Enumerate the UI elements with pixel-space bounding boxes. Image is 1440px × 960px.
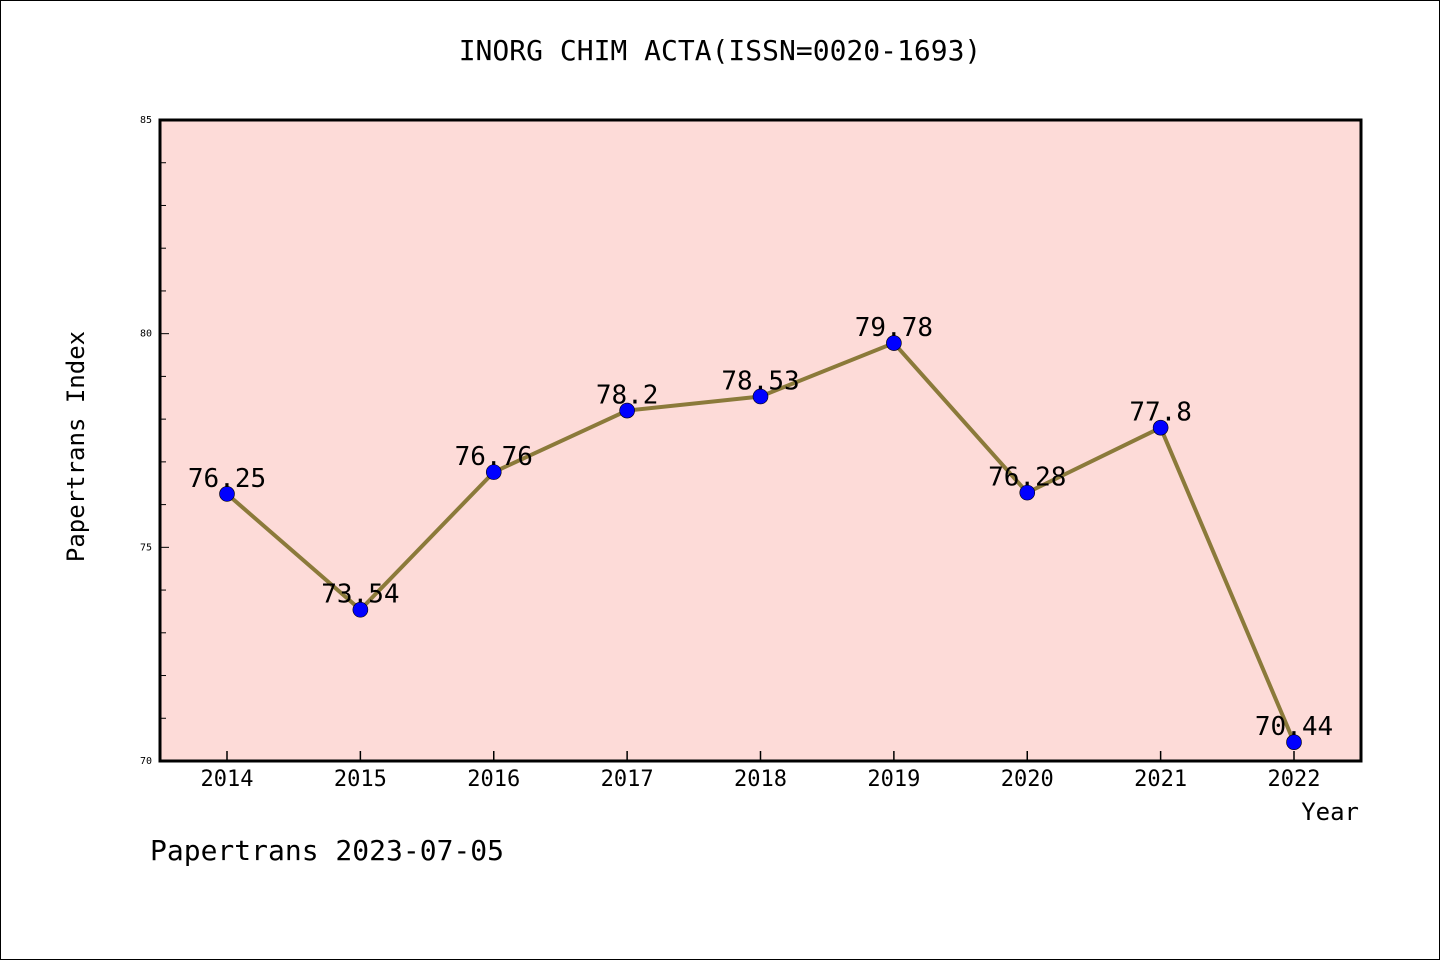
data-label: 76.76	[455, 442, 533, 472]
x-axis-label: Year	[1301, 798, 1359, 826]
data-point-marker	[619, 402, 635, 419]
x-axis: 2014 2015 2016 2017 2018 2019 2020 2021 2022	[201, 751, 1321, 792]
x-tick-label: 2021	[1134, 767, 1187, 792]
data-label: 77.8	[1129, 398, 1192, 428]
data-point-marker	[752, 388, 769, 405]
data-label: 73.54	[321, 580, 399, 610]
y-tick-label: 85	[140, 115, 152, 126]
x-tick-label: 2020	[1001, 767, 1054, 792]
data-label: 78.2	[596, 381, 659, 411]
x-tick-label: 2017	[601, 767, 654, 792]
series-markers	[219, 335, 1302, 750]
plot-border	[158, 118, 1363, 763]
x-tick-label: 2015	[334, 767, 387, 792]
data-point-marker	[352, 601, 369, 618]
x-tick-label: 2018	[734, 767, 787, 792]
data-point-marker	[1286, 734, 1302, 750]
data-point-marker	[1152, 419, 1169, 436]
y-axis-label: Papertrans Index	[62, 331, 90, 562]
data-label: 76.28	[988, 463, 1066, 493]
y-tick-label: 80	[140, 329, 152, 340]
data-labels: 76.25 73.54 76.76 78.2 78.53 79.78 76.28 77.8 70…	[188, 313, 1333, 742]
x-tick-label: 2019	[867, 767, 920, 792]
data-label: 78.53	[721, 366, 799, 396]
chart-title: INORG CHIM ACTA(ISSN=0020-1693)	[458, 34, 982, 67]
data-label: 79.78	[855, 313, 933, 343]
footer-date: Papertrans 2023-07-05	[150, 834, 505, 867]
x-tick-label: 2022	[1268, 767, 1321, 792]
data-point-marker	[219, 486, 235, 502]
data-label: 70.44	[1255, 712, 1333, 742]
data-point-marker	[485, 464, 502, 480]
x-tick-label: 2014	[201, 767, 254, 792]
y-tick-label: 70	[140, 756, 152, 767]
data-point-marker	[886, 335, 902, 351]
y-tick-label: 75	[140, 542, 152, 553]
plot-area	[160, 120, 1361, 761]
data-label: 76.25	[188, 464, 266, 494]
x-tick-label: 2016	[467, 767, 520, 792]
data-point-marker	[1019, 484, 1036, 501]
